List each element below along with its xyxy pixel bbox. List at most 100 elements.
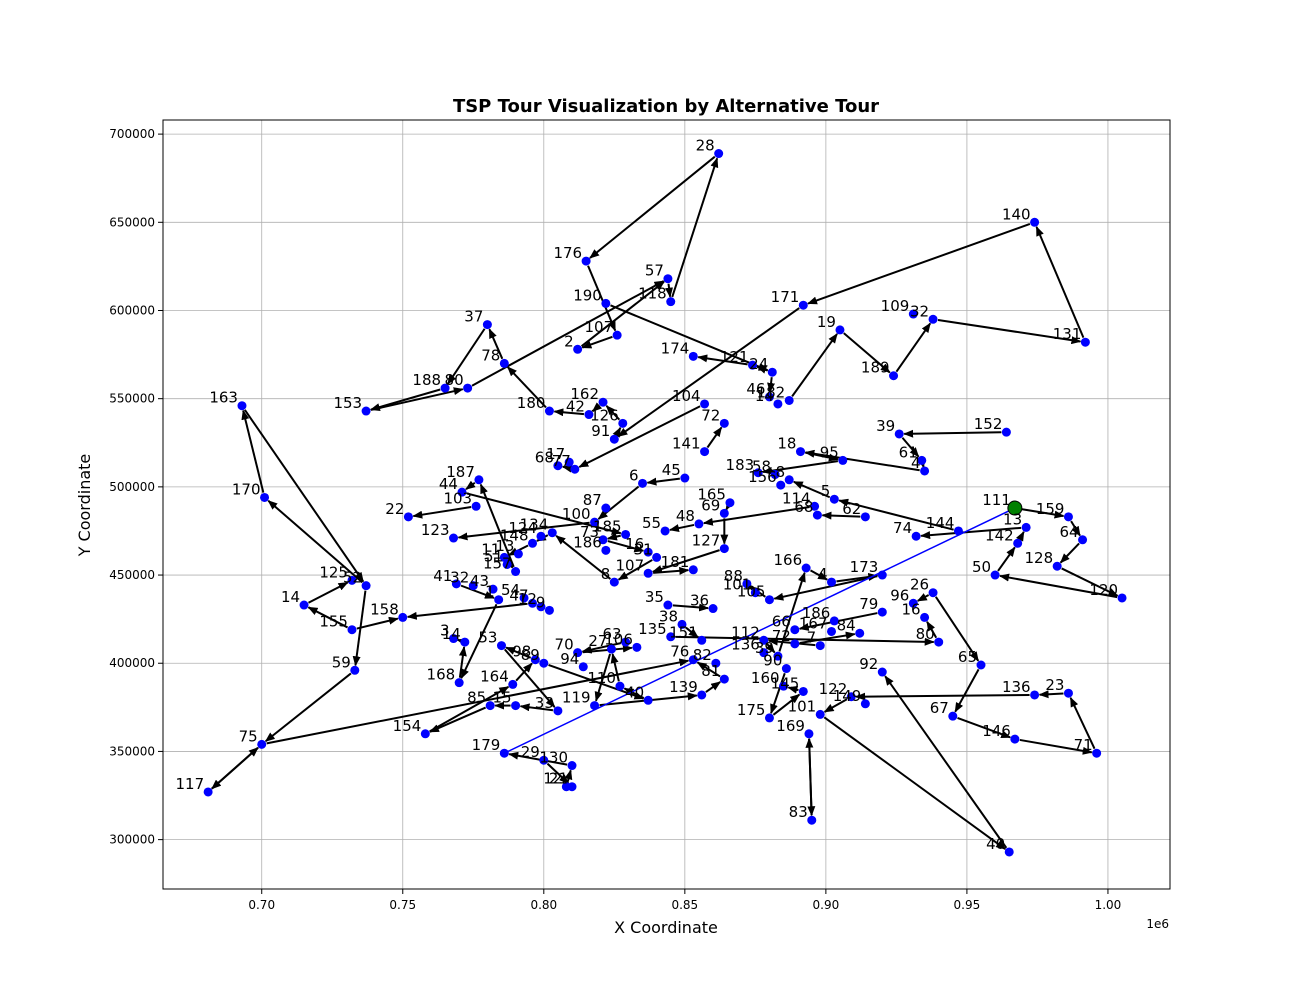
city-label: 141	[672, 435, 701, 453]
city-label: 124	[508, 519, 537, 537]
city-point	[767, 367, 777, 377]
city-point	[347, 575, 357, 585]
tour-edge	[773, 575, 878, 601]
city-point	[544, 605, 554, 615]
city-label: 44	[439, 475, 458, 493]
tour-edge	[696, 661, 721, 678]
city-point	[567, 761, 577, 771]
city-point	[660, 526, 670, 536]
city-label: 53	[478, 629, 497, 647]
city-point	[1078, 535, 1088, 545]
city-point	[530, 655, 540, 665]
city-point	[827, 577, 837, 587]
tour-edge	[884, 675, 1008, 849]
city-point	[725, 498, 735, 508]
closing-edge	[503, 507, 1016, 754]
city-point	[928, 314, 938, 324]
city-label: 70	[555, 636, 574, 654]
city-label: 114	[782, 489, 811, 507]
city-point	[764, 595, 774, 605]
tour-edge	[471, 280, 665, 387]
city-point	[812, 510, 822, 520]
city-label: 63	[603, 625, 622, 643]
city-label: 5	[821, 482, 831, 500]
city-point	[643, 547, 653, 557]
city-point	[790, 639, 800, 649]
city-point	[573, 344, 583, 354]
y-tick-label: 300000	[109, 833, 155, 847]
city-point	[750, 588, 760, 598]
city-label: 14	[442, 625, 461, 643]
tour-edge	[612, 426, 622, 438]
tour-edge	[465, 480, 476, 491]
city-point	[1052, 561, 1062, 571]
tour-edge	[581, 642, 621, 654]
y-tick-label: 600000	[109, 303, 155, 317]
city-point	[519, 593, 529, 603]
city-point	[1030, 217, 1040, 227]
city-label: 37	[464, 308, 483, 326]
city-point	[643, 568, 653, 578]
city-label: 98	[512, 643, 531, 661]
y-axis-ticks: 300000 350000 400000 450000 500000 550000 6000…	[109, 127, 163, 847]
city-point	[1021, 522, 1031, 532]
tour-edge	[653, 566, 690, 575]
city-point	[449, 533, 459, 543]
tour-edge	[508, 751, 568, 766]
city-label: 64	[1059, 523, 1078, 541]
tour-edge	[787, 685, 799, 694]
tour-edge	[428, 706, 487, 733]
city-label: 109	[881, 297, 910, 315]
tour-edge	[778, 571, 806, 652]
city-label: 24	[749, 355, 768, 373]
tour-edge	[519, 703, 554, 712]
city-label: 6	[629, 466, 639, 484]
city-label: 91	[591, 422, 610, 440]
city-point	[638, 478, 648, 488]
city-label: 142	[985, 526, 1014, 544]
city-label: 96	[890, 586, 909, 604]
city-label: 47	[509, 586, 528, 604]
city-label: 101	[788, 697, 817, 715]
city-label: 40	[625, 683, 644, 701]
city-point	[1092, 748, 1102, 758]
city-label: 48	[676, 507, 695, 525]
x-offset-label: 1e6	[1146, 917, 1169, 931]
city-point	[798, 300, 808, 310]
city-point	[403, 512, 413, 522]
city-label: 156	[748, 468, 777, 486]
tour-edge	[307, 606, 349, 629]
tour-edge	[920, 526, 1022, 540]
city-label: 118	[638, 285, 667, 303]
city-point	[790, 625, 800, 635]
city-point	[203, 787, 213, 797]
city-point	[764, 713, 774, 723]
city-point	[759, 635, 769, 645]
city-point	[697, 690, 707, 700]
city-point	[488, 584, 498, 594]
y-tick-label: 500000	[109, 480, 155, 494]
city-point	[934, 637, 944, 647]
city-point	[451, 579, 461, 589]
tour-edge	[594, 653, 612, 702]
city-label: 39	[876, 417, 895, 435]
city-label: 176	[553, 244, 582, 262]
city-label: 26	[910, 576, 929, 594]
city-label: 121	[720, 348, 749, 366]
tour-edge	[605, 405, 621, 421]
city-point	[838, 455, 848, 465]
city-point	[688, 565, 698, 575]
city-point	[953, 526, 963, 536]
city-point	[499, 358, 509, 368]
city-label: 183	[726, 456, 755, 474]
city-label: 39	[755, 639, 774, 657]
city-label: 112	[731, 623, 760, 641]
city-point	[1063, 688, 1073, 698]
city-point	[528, 538, 538, 548]
city-label: 160	[751, 669, 780, 687]
city-point	[539, 658, 549, 668]
tour-edge	[555, 535, 612, 580]
tour-edges	[211, 155, 1119, 850]
city-label: 153	[333, 394, 362, 412]
tour-edge	[1069, 696, 1096, 750]
